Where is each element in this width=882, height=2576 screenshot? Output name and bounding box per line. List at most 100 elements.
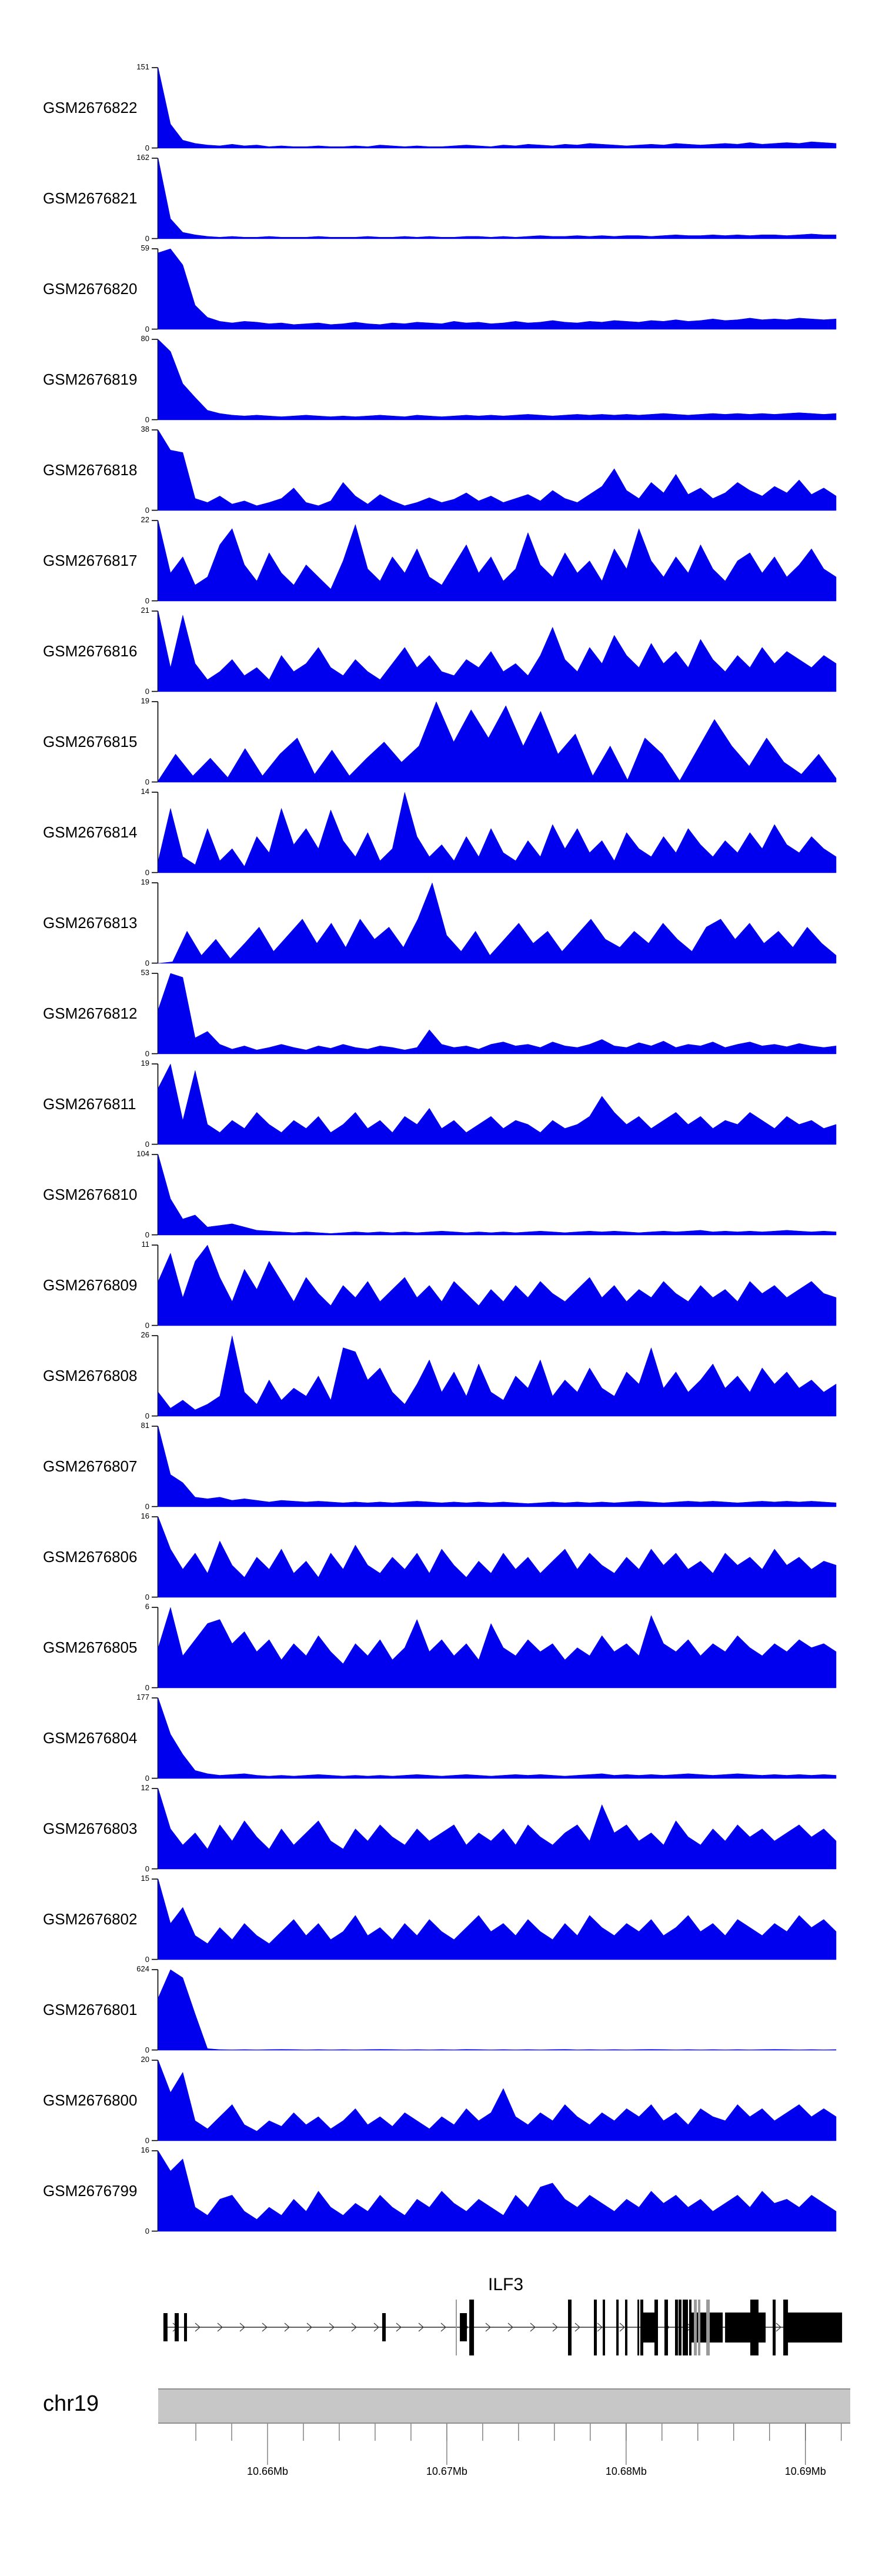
coverage-track: [152, 158, 837, 239]
track-signal: [158, 1878, 837, 1960]
gene-exon: [568, 2300, 572, 2355]
track-ymin: 0: [145, 687, 149, 696]
strand-arrow-icon: [776, 2323, 781, 2332]
track-label: GSM2676799: [43, 2182, 138, 2200]
coverage-track: [152, 1335, 837, 1417]
track-label: GSM2676803: [43, 1820, 138, 1837]
track-label: GSM2676813: [43, 914, 138, 932]
track-ymax: 38: [141, 425, 149, 433]
track-label: GSM2676810: [43, 1186, 138, 1203]
track-signal: [158, 158, 837, 239]
track-ymin: 0: [145, 2227, 149, 2235]
track-ymax: 81: [141, 1421, 149, 1430]
track-ymin: 0: [145, 1955, 149, 1964]
track-label: GSM2676809: [43, 1276, 138, 1294]
track-label: GSM2676818: [43, 461, 138, 479]
track-label: GSM2676804: [43, 1729, 138, 1747]
coverage-track: [152, 1244, 837, 1326]
gene-exon: [706, 2300, 710, 2355]
track-ymax: 26: [141, 1330, 149, 1339]
track-label: GSM2676817: [43, 552, 138, 569]
coverage-track: [152, 520, 837, 602]
track-signal: [158, 429, 837, 511]
coverage-track: [152, 1154, 837, 1236]
gene-exon: [625, 2300, 627, 2355]
coverage-track: [152, 2060, 837, 2141]
track-signal: [158, 1154, 837, 1236]
track-label: GSM2676815: [43, 733, 138, 750]
strand-arrow-icon: [597, 2323, 603, 2332]
track-ymax: 12: [141, 1783, 149, 1792]
strand-arrow-icon: [239, 2323, 245, 2332]
track-signal: [158, 882, 837, 964]
axis-tick-label: 10.66Mb: [246, 2465, 289, 2477]
strand-arrow-icon: [396, 2323, 402, 2332]
gene-model: [163, 2300, 843, 2355]
track-ymax: 22: [141, 515, 149, 524]
gene-exon: [603, 2300, 605, 2355]
track-label: GSM2676814: [43, 823, 138, 841]
track-ymin: 0: [145, 1593, 149, 1601]
track-signal: [158, 1607, 837, 1689]
gene-exon: [616, 2300, 619, 2355]
track-ymax: 53: [141, 968, 149, 977]
track-label: GSM2676812: [43, 1005, 138, 1022]
gene-exon: [683, 2300, 686, 2355]
track-label: GSM2676808: [43, 1367, 138, 1384]
track-label: GSM2676822: [43, 99, 138, 116]
gene-exon: [694, 2300, 697, 2355]
track-ymin: 0: [145, 1864, 149, 1873]
track-ymin: 0: [145, 596, 149, 605]
track-signal: [158, 2150, 837, 2232]
track-ymin: 0: [145, 1230, 149, 1239]
strand-arrow-icon: [195, 2323, 201, 2332]
chromosome-bar: [158, 2388, 850, 2424]
coverage-track: [152, 1426, 837, 1507]
gene-exon: [460, 2313, 467, 2341]
gene-exon: [456, 2300, 457, 2355]
track-label: GSM2676816: [43, 642, 138, 660]
track-label: GSM2676807: [43, 1457, 138, 1475]
track-signal: [158, 1969, 837, 2051]
strand-arrow-icon: [373, 2323, 379, 2332]
gene-exon: [594, 2300, 597, 2355]
strand-arrow-icon: [507, 2323, 513, 2332]
gene-exon: [637, 2300, 640, 2355]
track-ymax: 151: [136, 62, 149, 71]
gene-exon: [773, 2300, 776, 2355]
axis-tick-label: 10.69Mb: [784, 2465, 826, 2477]
track-label: GSM2676811: [43, 1095, 136, 1113]
track-label: GSM2676800: [43, 2091, 138, 2109]
track-ymax: 80: [141, 334, 149, 343]
track-ymin: 0: [145, 1502, 149, 1511]
track-ymin: 0: [145, 144, 149, 152]
gene-exon: [686, 2300, 688, 2355]
gene-exon: [664, 2300, 668, 2355]
strand-arrow-icon: [262, 2323, 268, 2332]
track-label: GSM2676821: [43, 189, 138, 207]
track-signal: [158, 1788, 837, 1870]
gene-label: ILF3: [487, 2275, 524, 2294]
track-ymin: 0: [145, 2046, 149, 2054]
track-ymax: 59: [141, 243, 149, 252]
gene-exon: [175, 2313, 179, 2341]
track-ymin: 0: [145, 959, 149, 967]
strand-arrow-icon: [530, 2323, 536, 2332]
strand-arrow-icon: [619, 2323, 625, 2332]
gene-exon: [679, 2300, 681, 2355]
coverage-track: [152, 1969, 837, 2051]
gene-exon: [184, 2313, 187, 2341]
track-ymax: 162: [136, 153, 149, 162]
coverage-track: [152, 1878, 837, 1960]
gene-exon: [640, 2300, 643, 2355]
track-ymax: 19: [141, 1059, 149, 1067]
track-label: GSM2676801: [43, 2001, 138, 2018]
gene-exon: [689, 2300, 691, 2355]
coverage-track: [152, 2150, 837, 2232]
coverage-track: [152, 248, 837, 330]
coverage-track: [152, 67, 837, 149]
coverage-track: [152, 792, 837, 873]
gene-exon: [784, 2300, 789, 2355]
axis-ticks: [195, 2424, 842, 2465]
track-ymin: 0: [145, 1049, 149, 1058]
